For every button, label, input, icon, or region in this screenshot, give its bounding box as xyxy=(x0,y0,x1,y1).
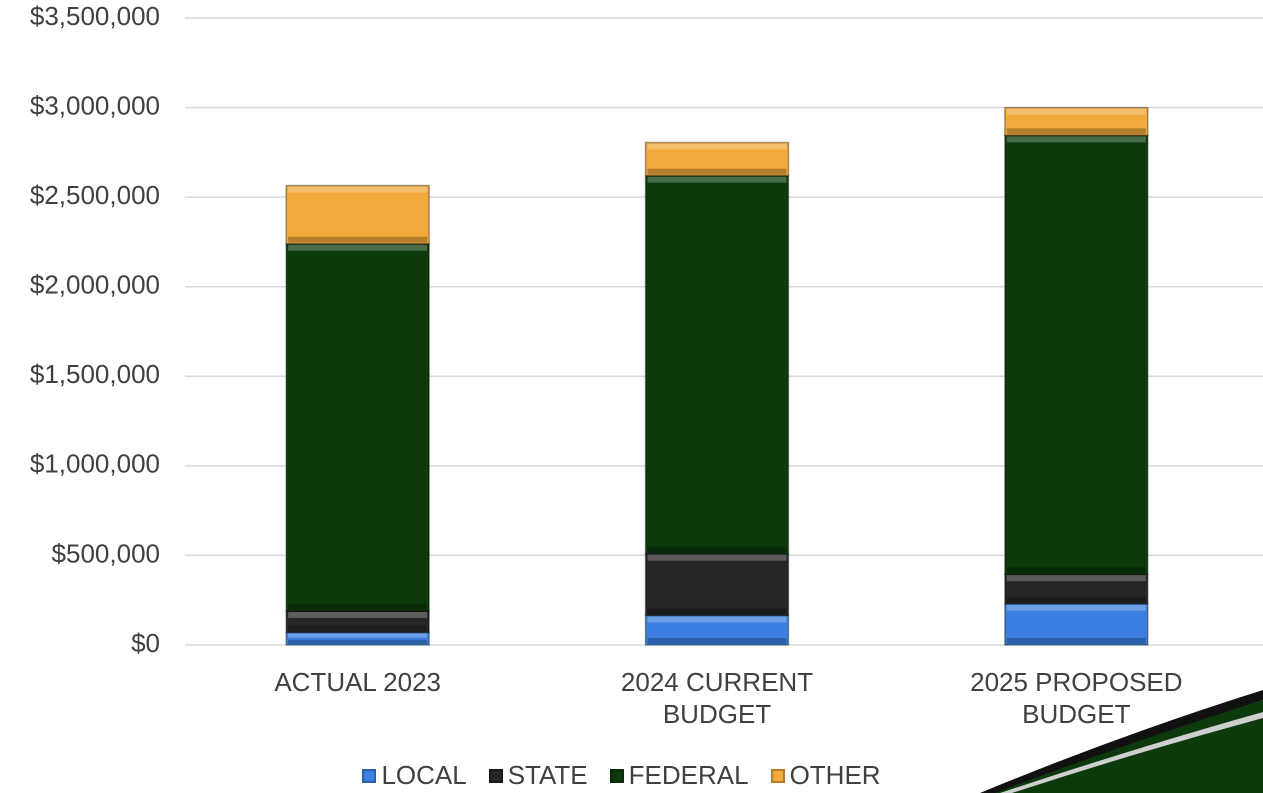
bar-segment xyxy=(285,631,430,646)
legend-swatch xyxy=(488,768,503,783)
x-tick-label: 2024 CURRENT BUDGET xyxy=(620,667,814,729)
legend-swatch xyxy=(770,768,785,783)
bar-segment xyxy=(644,141,790,177)
legend-swatch xyxy=(609,768,624,783)
legend: LOCAL STATE FEDERAL OTHER xyxy=(0,760,1263,791)
bar-segment xyxy=(285,242,430,612)
y-tick-label: $1,500,000 xyxy=(30,359,160,389)
bar-segment xyxy=(285,610,430,634)
x-tick-label: ACTUAL 2023 xyxy=(274,667,441,697)
bar-segment xyxy=(644,614,790,646)
legend-label: FEDERAL xyxy=(628,760,749,790)
y-tick-label: $2,000,000 xyxy=(30,270,160,300)
bar-segment xyxy=(1004,603,1149,646)
decorative-swoosh xyxy=(980,690,1263,793)
x-tick-label: 2025 PROPOSED BUDGET xyxy=(970,667,1183,729)
bar-segment xyxy=(644,552,790,617)
legend-label: STATE xyxy=(507,760,588,790)
legend-item: OTHER xyxy=(770,760,881,791)
y-tick-label: $500,000 xyxy=(52,538,160,568)
bar-segment xyxy=(1004,134,1149,575)
y-tick-label: $2,500,000 xyxy=(30,180,160,210)
bar-segment xyxy=(285,184,430,245)
legend-label: LOCAL xyxy=(381,760,467,790)
legend-item: FEDERAL xyxy=(609,760,749,791)
bar-segment xyxy=(1004,106,1149,137)
y-tick-label: $0 xyxy=(131,628,160,658)
y-tick-label: $3,000,000 xyxy=(30,90,160,120)
legend-swatch xyxy=(362,768,377,783)
legend-item: LOCAL xyxy=(362,760,467,791)
bar-segment xyxy=(1004,573,1149,605)
legend-item: STATE xyxy=(488,760,588,791)
bar-segment xyxy=(644,174,790,555)
y-tick-label: $1,000,000 xyxy=(30,449,160,479)
legend-label: OTHER xyxy=(789,760,881,790)
y-tick-label: $3,500,000 xyxy=(30,1,160,31)
